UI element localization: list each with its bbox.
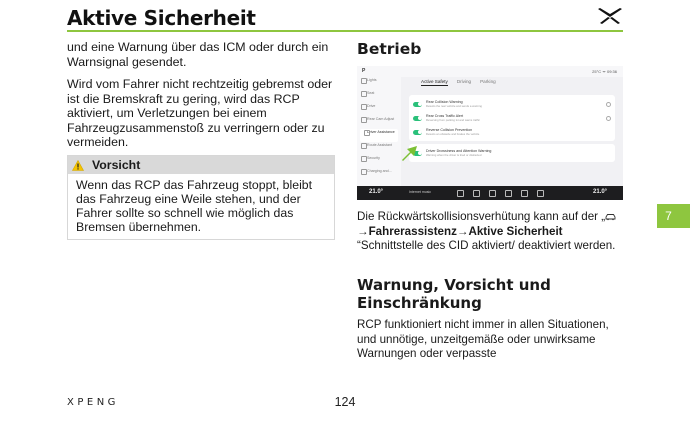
screen-status-bar: P 25°C ᯤ 09:36 [357, 66, 623, 77]
screen-setting-row: Reverse Collision Prevention Detects an o… [413, 125, 611, 139]
left-column: und eine Warnung über das ICM oder durch… [67, 40, 333, 158]
setting-title: Reverse Collision Prevention [426, 128, 473, 132]
screen-sidebar-item: Seat [357, 90, 401, 103]
toggle-on-icon [413, 115, 422, 121]
setting-title: Rear Collision Warning [426, 100, 463, 104]
xpeng-logo-icon [598, 8, 622, 24]
page-number: 124 [334, 395, 356, 409]
chapter-tab: 7 [657, 204, 690, 228]
info-icon [606, 115, 611, 121]
setting-subtitle: Reversing from parking lot and warns tra… [426, 118, 480, 122]
temperature-left: 21.0° [369, 189, 384, 195]
screen-sidebar-item-selected: Driver Assistance [360, 129, 398, 142]
caution-header: Vorsicht [68, 156, 334, 174]
screen-sidebar: Lights Seat Drive Rear Cam Adjust Driver… [357, 77, 401, 187]
caution-box: Vorsicht Wenn das RCP das Fahrzeug stopp… [67, 155, 335, 240]
screen-setting-row: Driver Drowsiness and Attention Warning W… [413, 146, 611, 160]
info-icon [606, 101, 611, 107]
temperature-right: 21.0° [593, 189, 608, 195]
screen-dock: 21.0° Internet music 21.0° [357, 186, 623, 200]
screen-sidebar-item: Lights [357, 77, 401, 90]
menu-path: →Fahrerassistenz→Aktive Sicherheit [357, 224, 563, 238]
screen-settings-panel: Rear Collision Warning Detects the rear v… [409, 90, 615, 186]
pointer-arrow-icon [402, 146, 417, 161]
title-rule [67, 30, 623, 32]
screen-sidebar-item: Rear Cam Adjust [357, 116, 401, 129]
warning-triangle-icon [72, 159, 84, 171]
setting-subtitle: Detects an obstacle and brakes the vehic… [426, 132, 480, 136]
caution-text: Wenn das RCP das Fahrzeug stoppt, bleibt… [76, 178, 313, 234]
setting-title: Rear Cross Traffic Alert [426, 114, 464, 118]
paragraph: und eine Warnung über das ICM oder durch… [67, 40, 329, 69]
dock-icon [521, 190, 528, 197]
screen-status-left: P [362, 68, 366, 74]
screen-tab: Driving [456, 79, 472, 84]
dock-icon [537, 190, 544, 197]
paragraph-activation: Die Rückwärtskollisionsverhütung kann au… [357, 210, 616, 252]
screen-tab-active: Active Safety [421, 79, 448, 86]
dock-icon [457, 190, 464, 197]
setting-subtitle: Warning when the driver is tired or dist… [426, 153, 482, 157]
cid-screenshot: P 25°C ᯤ 09:36 Lights Seat Drive Rear Ca… [357, 66, 623, 200]
toggle-on-icon [413, 150, 422, 156]
setting-title: Driver Drowsiness and Attention Warning [426, 149, 492, 153]
brand-logo: XPENG [67, 397, 119, 408]
caution-label: Vorsicht [92, 158, 141, 172]
screen-tab: Parking [480, 79, 496, 84]
screen-sidebar-item: Charging and... [357, 168, 401, 181]
dock-icon [489, 190, 496, 197]
screen-tabs: Active Safety Driving Parking [421, 79, 496, 86]
section-heading-operation: Betrieb [357, 40, 422, 58]
screen-sidebar-item: Drive [357, 103, 401, 116]
page-title: Aktive Sicherheit [67, 6, 256, 30]
paragraph-limitation: RCP funktioniert nicht immer in allen Si… [357, 318, 609, 360]
screen-sidebar-item: Security [357, 155, 401, 168]
toggle-on-icon [413, 129, 422, 135]
dock-icon [505, 190, 512, 197]
setting-subtitle: Detects the rear vehicle and sends a war… [426, 104, 482, 108]
screen-sidebar-item: Route Assistant [357, 142, 401, 155]
screen-status-right: 25°C ᯤ 09:36 [592, 68, 617, 74]
dock-icon [473, 190, 480, 197]
section-heading-warning: Warnung, Vorsicht und Einschränkung [357, 276, 551, 312]
car-icon [605, 214, 616, 221]
screen-settings-card: Driver Drowsiness and Attention Warning W… [409, 144, 615, 162]
screen-setting-row: Rear Collision Warning Detects the rear v… [413, 97, 611, 111]
toggle-on-icon [413, 101, 422, 107]
paragraph: Wird vom Fahrer nicht rechtzeitig gebrem… [67, 77, 333, 149]
screen-settings-card: Rear Collision Warning Detects the rear v… [409, 95, 615, 141]
media-label: Internet music [409, 190, 431, 194]
screen-setting-row: Rear Cross Traffic Alert Reversing from p… [413, 111, 611, 125]
